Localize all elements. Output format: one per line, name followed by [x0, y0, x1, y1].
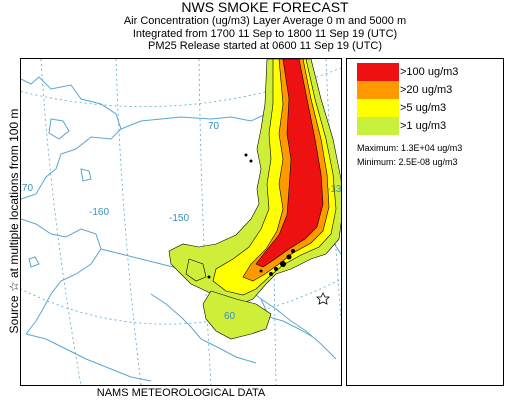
- map-title: NWS SMOKE FORECAST: [181, 0, 349, 15]
- legend-panel: >100 ug/m3 >20 ug/m3 >5 ug/m3 >1 ug/m3 M…: [346, 58, 504, 386]
- legend-maximum: Maximum: 1.3E+04 ug/m3: [357, 143, 463, 153]
- legend-label-1: >1 ug/m3: [400, 120, 447, 132]
- lon-170-label: -170: [21, 183, 33, 194]
- legend-row-5: >5 ug/m3: [357, 99, 497, 117]
- release-time: PM25 Release started at 0600 11 Sep 19 (…: [148, 40, 382, 52]
- lon-160-label: -160: [89, 207, 109, 218]
- smoke-plume: [168, 59, 341, 340]
- legend-swatch-1: [357, 117, 399, 135]
- plume-contour-1c: [185, 258, 207, 282]
- legend-swatch-100: [357, 63, 399, 81]
- concentration-subtitle: Air Concentration (ug/m3) Layer Average …: [123, 15, 407, 27]
- map-canvas: 70 60 -170 -160 -150 -130: [21, 59, 341, 385]
- map-header: NWS SMOKE FORECAST Air Concentration (ug…: [20, 0, 509, 53]
- legend-row-100: >100 ug/m3: [357, 63, 497, 81]
- lon-150-label: -150: [169, 213, 189, 224]
- legend-label-20: >20 ug/m3: [400, 84, 453, 96]
- plume-hotspots: [207, 153, 295, 279]
- data-source-footer: NAMS METEOROLOGICAL DATA: [96, 387, 266, 399]
- lat-60-label: 60: [224, 311, 236, 322]
- integration-period: Integrated from 1700 11 Sep to 1800 11 S…: [132, 27, 398, 40]
- lon-130-label: -130: [327, 184, 341, 195]
- legend-label-100: >100 ug/m3: [400, 66, 459, 78]
- map-panel: 70 60 -170 -160 -150 -130: [20, 58, 342, 386]
- legend-row-20: >20 ug/m3: [357, 81, 497, 99]
- legend-minimum: Minimum: 2.5E-08 ug/m3: [357, 157, 458, 167]
- legend-swatch-5: [357, 99, 399, 117]
- plume-contour-100: [255, 59, 324, 268]
- lat-70-label: 70: [208, 121, 220, 132]
- legend-label-5: >5 ug/m3: [400, 102, 447, 114]
- plume-contour-1b: [202, 290, 272, 340]
- legend-swatch-20: [357, 81, 399, 99]
- legend-row-1: >1 ug/m3: [357, 117, 497, 135]
